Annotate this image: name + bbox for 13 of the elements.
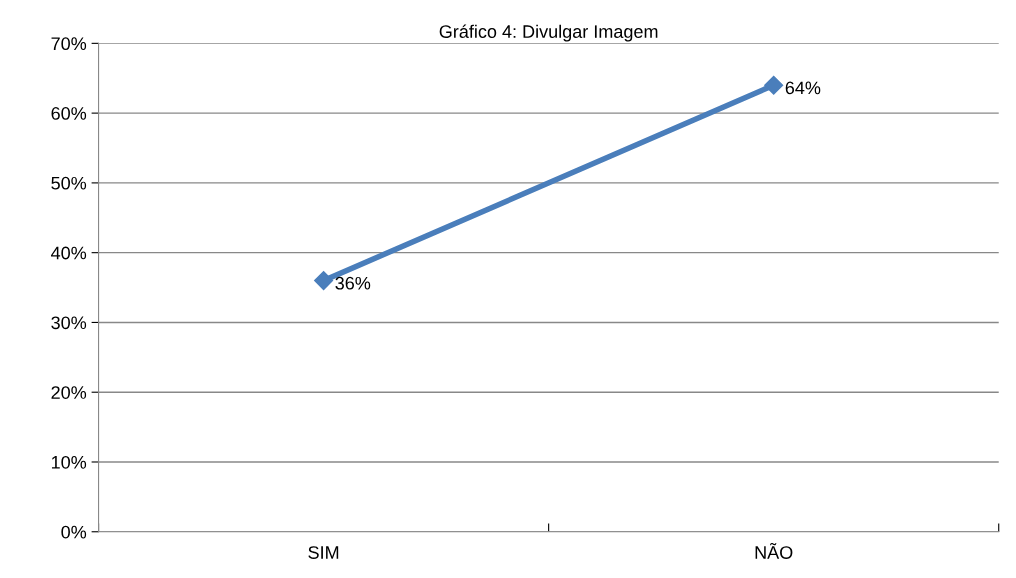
y-tick-label: 40% xyxy=(51,246,87,260)
y-tick-label: 50% xyxy=(51,176,87,190)
x-tick-label: SIM xyxy=(308,546,339,559)
text: 64% xyxy=(785,81,821,95)
y-tick-label: 70% xyxy=(51,37,87,51)
y-tick-label: 30% xyxy=(51,316,87,330)
text: 36% xyxy=(335,276,371,290)
y-tick-label: 10% xyxy=(51,455,87,469)
y-tick-label: 0% xyxy=(61,525,87,539)
y-tick-label: 60% xyxy=(51,107,87,120)
y-tick-label: 20% xyxy=(51,386,87,399)
x-tick-label: NÃO xyxy=(755,542,793,559)
chart-title: Gráfico 4: Divulgar Imagem xyxy=(439,24,658,42)
